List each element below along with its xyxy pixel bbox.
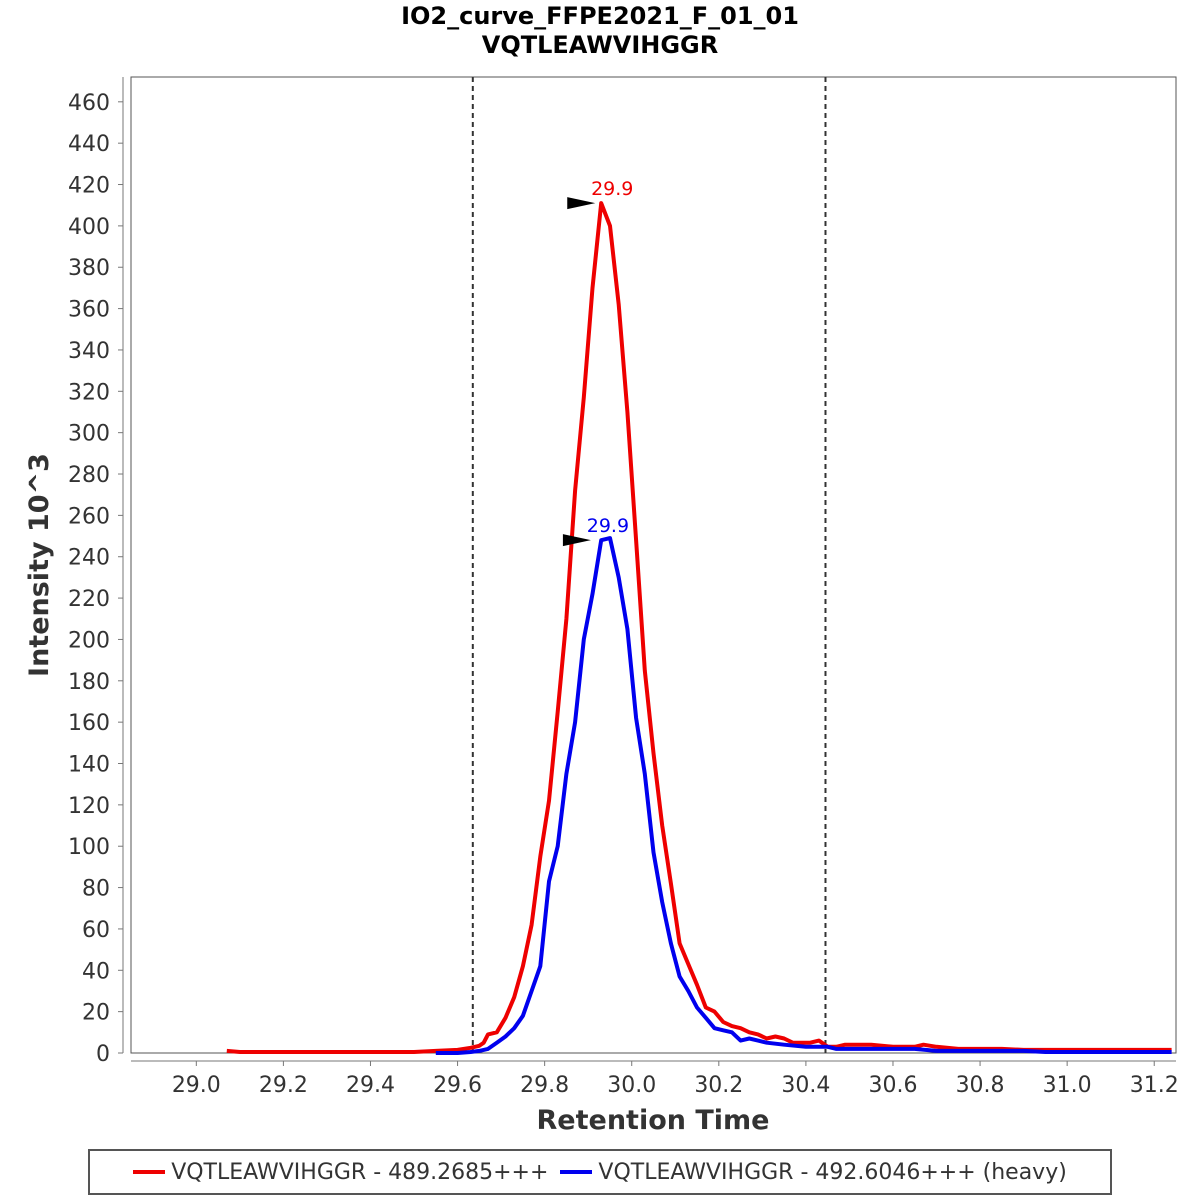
y-tick-label: 100: [68, 835, 110, 860]
x-axis-label: Retention Time: [537, 1105, 770, 1136]
legend-swatch-red: [133, 1170, 166, 1174]
y-tick-label: 80: [82, 877, 110, 902]
y-axis-ticks: 0 20 40 60 80 100 120 140 160 180 200 220 240 260 280 3…: [68, 91, 123, 1067]
legend-label-light: VQTLEAWVIHGGR - 489.2685+++: [171, 1159, 549, 1185]
y-tick-label: 160: [68, 711, 110, 736]
x-tick-label: 30.0: [607, 1073, 656, 1098]
plot-area: [130, 76, 1177, 1054]
x-tick-label: 31.0: [1043, 1073, 1092, 1098]
legend-item-light: VQTLEAWVIHGGR - 489.2685+++: [133, 1160, 548, 1185]
y-tick-label: 0: [96, 1042, 110, 1067]
integration-bounds: [471, 77, 827, 1053]
peak-arrow-icon: [562, 534, 591, 547]
series-lines: [226, 201, 1172, 1055]
x-tick-label: 29.6: [433, 1073, 482, 1098]
legend: VQTLEAWVIHGGR - 489.2685+++ VQTLEAWVIHGG…: [88, 1149, 1112, 1195]
x-tick-label: 30.8: [956, 1073, 1005, 1098]
y-tick-label: 460: [68, 91, 110, 116]
y-tick-label: 320: [68, 380, 110, 405]
y-tick-label: 380: [68, 256, 110, 281]
x-tick-label: 29.8: [520, 1073, 569, 1098]
y-tick-label: 260: [68, 504, 110, 529]
peak-arrow-icon: [567, 197, 596, 210]
legend-label-heavy: VQTLEAWVIHGGR - 492.6046+++ (heavy): [598, 1159, 1067, 1185]
x-tick-label: 30.4: [781, 1073, 830, 1098]
series-line-0: [226, 201, 1172, 1054]
y-tick-label: 400: [68, 215, 110, 240]
y-tick-label: 420: [68, 174, 110, 199]
x-axis-ticks: 29.0 29.2 29.4 29.6 29.8 30.0 30.2 30.4 30.6 30.8…: [172, 1061, 1179, 1098]
chart-subtitle: VQTLEAWVIHGGR: [482, 31, 718, 59]
y-tick-label: 200: [68, 628, 110, 653]
chart-title: IO2_curve_FFPE2021_F_01_01: [401, 2, 799, 30]
series-line-1: [435, 536, 1172, 1055]
legend-swatch-blue: [560, 1170, 593, 1174]
y-tick-label: 360: [68, 298, 110, 323]
x-tick-label: 30.6: [868, 1073, 917, 1098]
y-tick-label: 240: [68, 546, 110, 571]
y-axis-label: Intensity 10^3: [24, 453, 55, 677]
y-tick-label: 280: [68, 463, 110, 488]
y-tick-label: 180: [68, 670, 110, 695]
y-tick-label: 140: [68, 753, 110, 778]
y-tick-label: 340: [68, 339, 110, 364]
peak-label: 29.9: [587, 515, 629, 537]
x-tick-label: 30.2: [694, 1073, 743, 1098]
y-tick-label: 40: [82, 959, 110, 984]
y-tick-label: 60: [82, 918, 110, 943]
x-tick-label: 29.4: [346, 1073, 395, 1098]
y-tick-label: 220: [68, 587, 110, 612]
x-tick-label: 31.2: [1130, 1073, 1179, 1098]
y-tick-label: 20: [82, 1001, 110, 1026]
peak-label: 29.9: [591, 178, 633, 200]
x-tick-label: 29.2: [259, 1073, 308, 1098]
peak-annotations: 29.9 29.9: [562, 178, 633, 547]
y-tick-label: 300: [68, 422, 110, 447]
y-tick-label: 440: [68, 132, 110, 157]
x-tick-label: 29.0: [172, 1073, 221, 1098]
y-tick-label: 120: [68, 794, 110, 819]
legend-item-heavy: VQTLEAWVIHGGR - 492.6046+++ (heavy): [560, 1159, 1067, 1185]
